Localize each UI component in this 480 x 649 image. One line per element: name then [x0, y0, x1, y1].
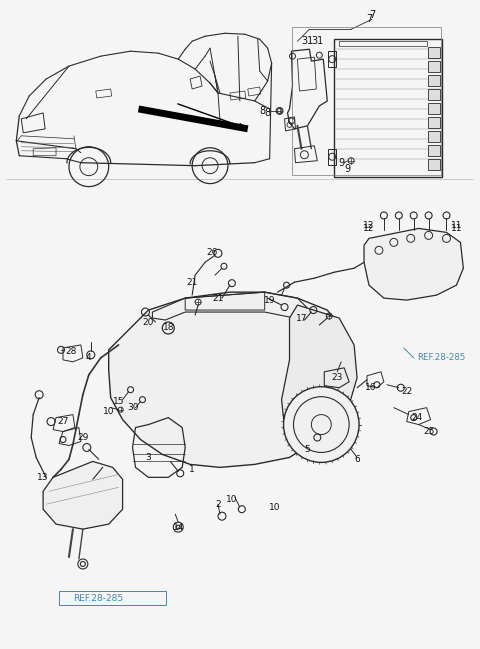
Text: 17: 17 [296, 313, 307, 323]
Text: 16: 16 [365, 383, 377, 392]
Text: 8: 8 [260, 106, 266, 116]
Bar [428, 103, 440, 114]
Polygon shape [282, 305, 357, 445]
Text: 26: 26 [206, 248, 218, 257]
Text: 31: 31 [311, 36, 324, 46]
Text: 5: 5 [304, 445, 310, 454]
Text: 28: 28 [65, 347, 77, 356]
Text: 7: 7 [369, 10, 375, 20]
Text: 27: 27 [57, 417, 69, 426]
Text: 19: 19 [264, 295, 276, 304]
Circle shape [284, 387, 359, 462]
Polygon shape [364, 228, 463, 300]
Text: REF.28-285: REF.28-285 [417, 353, 465, 362]
Text: 13: 13 [37, 473, 49, 482]
Text: 11: 11 [451, 224, 462, 233]
Text: 10: 10 [226, 495, 238, 504]
Bar [428, 159, 440, 169]
Bar [428, 117, 440, 128]
Text: 2: 2 [215, 500, 221, 509]
Polygon shape [108, 292, 351, 467]
Text: 4: 4 [86, 353, 92, 362]
Text: 11: 11 [451, 221, 462, 230]
Text: 29: 29 [77, 433, 88, 442]
Text: 12: 12 [363, 224, 375, 233]
Text: 23: 23 [332, 373, 343, 382]
Bar [428, 61, 440, 72]
Text: 9: 9 [344, 164, 350, 174]
Text: 21: 21 [212, 293, 224, 302]
Text: 7: 7 [366, 14, 372, 24]
Bar [428, 131, 440, 141]
Text: 6: 6 [354, 455, 360, 464]
Bar [334, 39, 442, 177]
Text: 24: 24 [411, 413, 422, 422]
Text: 1: 1 [189, 465, 195, 474]
Bar [428, 47, 440, 58]
Text: 14: 14 [172, 522, 184, 532]
Text: 21: 21 [186, 278, 198, 287]
Text: 9: 9 [338, 158, 344, 167]
Text: 10: 10 [269, 503, 280, 511]
Text: 31: 31 [301, 36, 313, 46]
Text: 15: 15 [113, 397, 124, 406]
Bar [59, 591, 166, 605]
Bar [339, 42, 427, 46]
Text: REF.28-285: REF.28-285 [73, 594, 123, 604]
Text: 25: 25 [423, 427, 434, 436]
Text: 20: 20 [143, 317, 154, 326]
Text: 8: 8 [264, 108, 271, 118]
Bar [291, 27, 441, 175]
Bar [428, 75, 440, 86]
Text: 22: 22 [401, 387, 412, 396]
Text: 3: 3 [145, 453, 151, 462]
Bar [428, 145, 440, 156]
Text: 30: 30 [127, 403, 138, 412]
Polygon shape [43, 461, 122, 529]
Bar [428, 89, 440, 100]
Text: 12: 12 [363, 221, 375, 230]
Text: 18: 18 [163, 323, 174, 332]
Text: 10: 10 [103, 407, 114, 416]
